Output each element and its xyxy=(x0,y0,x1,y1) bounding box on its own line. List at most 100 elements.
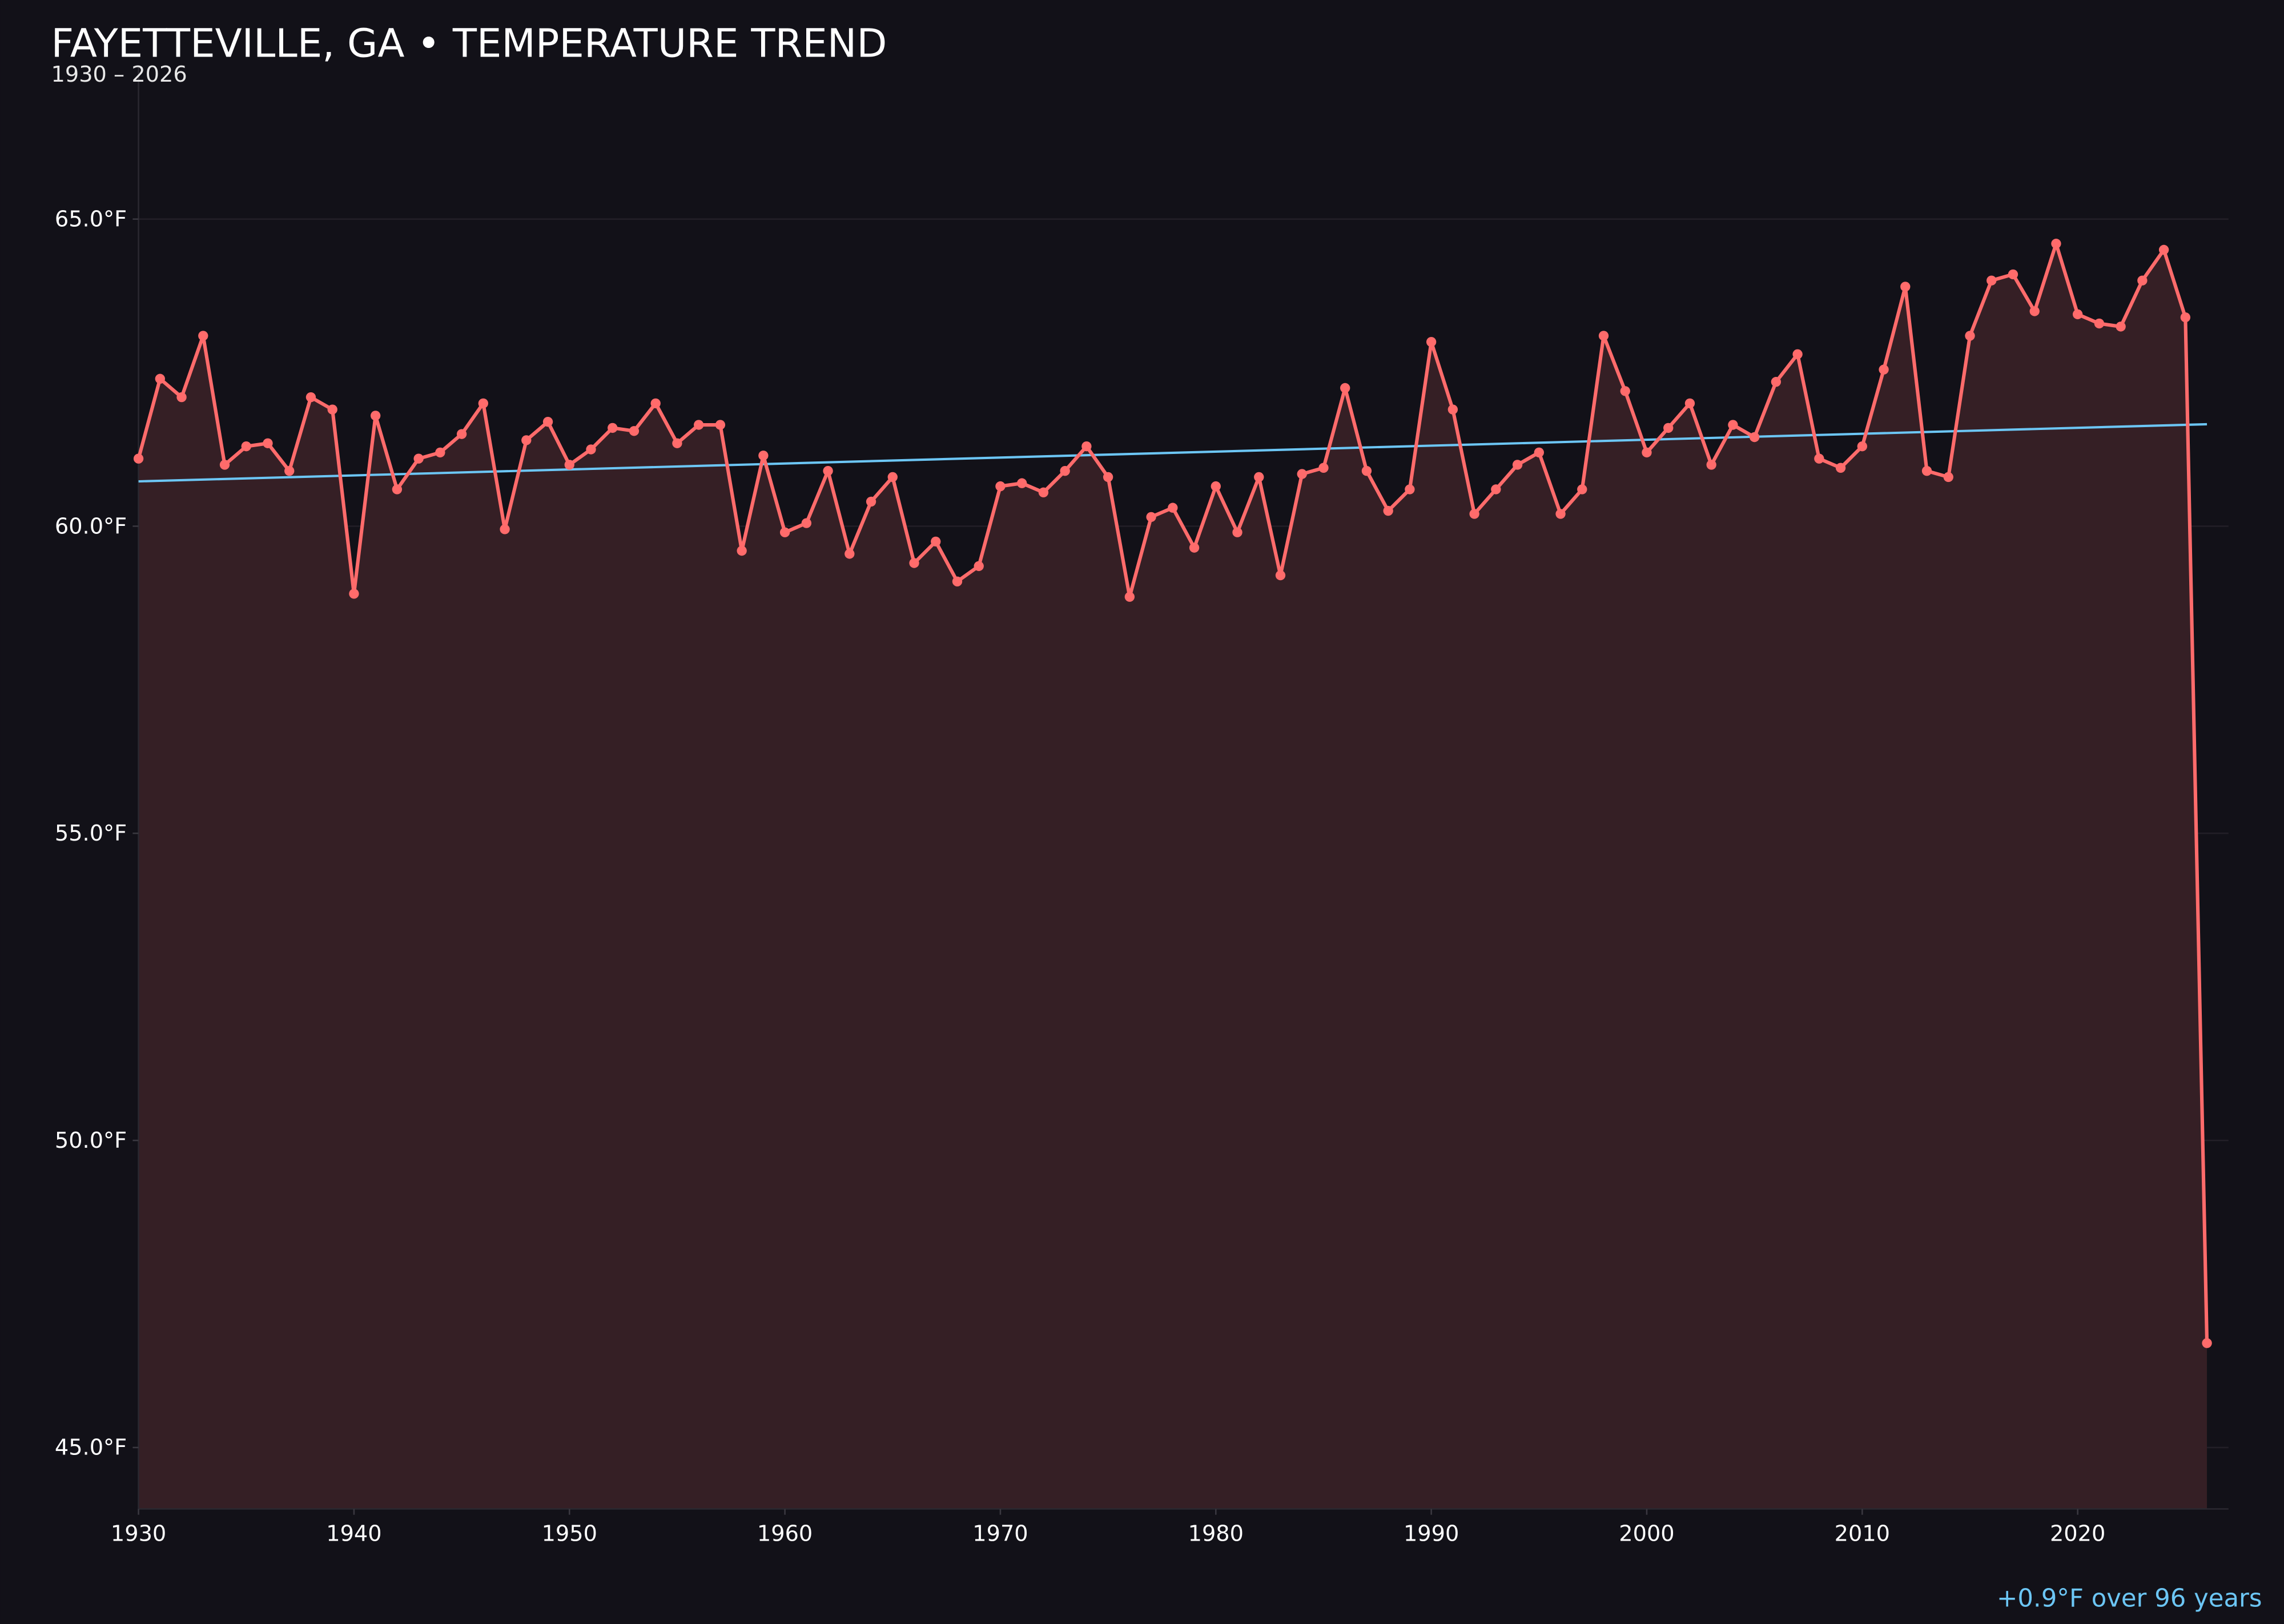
data-point xyxy=(1792,349,1803,359)
x-tick-label: 1940 xyxy=(326,1521,381,1547)
chart-subtitle: 1930 – 2026 xyxy=(51,62,187,87)
data-point xyxy=(1124,592,1135,602)
data-point xyxy=(1232,527,1242,537)
y-tick-label: 50.0°F xyxy=(55,1128,127,1153)
data-point xyxy=(2029,306,2040,316)
data-point xyxy=(241,441,251,452)
data-point xyxy=(435,447,445,458)
data-point xyxy=(1426,337,1437,347)
x-tick-label: 1930 xyxy=(111,1521,166,1547)
data-point xyxy=(1038,487,1049,498)
data-points xyxy=(133,239,2212,1348)
data-point xyxy=(521,435,532,445)
data-point xyxy=(1447,404,1458,415)
trend-annotation: +0.9°F over 96 years xyxy=(1997,1584,2262,1613)
data-point xyxy=(650,398,661,409)
x-tick-label: 2020 xyxy=(2050,1521,2105,1547)
data-point xyxy=(694,420,704,430)
data-point xyxy=(737,545,747,556)
data-point xyxy=(327,404,337,415)
data-point xyxy=(349,589,359,599)
data-point xyxy=(779,527,790,537)
x-axis-ticks: 1930 1940 1950 1960 1970 1980 1990 2000 2010 2020 xyxy=(111,1509,2105,1547)
y-tick-label: 60.0°F xyxy=(55,513,127,539)
data-point xyxy=(478,398,489,409)
data-point xyxy=(1577,484,1587,495)
data-point xyxy=(1146,512,1156,522)
data-point xyxy=(542,416,553,427)
data-point xyxy=(305,392,316,403)
data-point xyxy=(1361,466,1372,476)
data-point xyxy=(1168,503,1178,513)
chart-title: FAYETTEVILLE, GA • TEMPERATURE TREND xyxy=(51,21,887,66)
data-point xyxy=(1749,432,1760,443)
data-point xyxy=(823,466,833,476)
y-tick-label: 45.0°F xyxy=(55,1435,127,1461)
data-point xyxy=(1835,463,1846,473)
data-point xyxy=(500,524,510,534)
data-point xyxy=(392,484,403,495)
data-point xyxy=(1405,484,1415,495)
data-point xyxy=(2180,312,2191,323)
data-point xyxy=(1728,420,1738,430)
data-point xyxy=(845,549,855,559)
data-point xyxy=(1297,469,1307,479)
data-point xyxy=(1814,453,1824,464)
data-point xyxy=(2116,321,2126,332)
data-point xyxy=(1943,472,1953,483)
data-point xyxy=(2094,318,2105,329)
data-point xyxy=(758,451,769,461)
data-point xyxy=(2158,244,2169,255)
data-point xyxy=(284,466,295,476)
data-point xyxy=(715,420,726,430)
data-point xyxy=(1512,460,1523,470)
data-point xyxy=(1017,478,1027,488)
x-tick-label: 1950 xyxy=(542,1521,597,1547)
data-point xyxy=(1318,463,1329,473)
y-tick-label: 65.0°F xyxy=(55,206,127,232)
data-point xyxy=(133,453,144,464)
data-point xyxy=(1060,466,1070,476)
data-point xyxy=(1642,447,1652,458)
data-point xyxy=(1534,447,1544,458)
data-point xyxy=(1706,460,1716,470)
data-point xyxy=(1275,570,1286,581)
data-point xyxy=(2008,269,2018,280)
x-tick-label: 1970 xyxy=(972,1521,1028,1547)
data-point xyxy=(219,460,230,470)
data-point xyxy=(672,438,682,448)
data-point xyxy=(1491,484,1501,495)
data-point xyxy=(1879,364,1889,375)
data-point xyxy=(1987,275,1997,286)
data-point xyxy=(931,536,941,547)
data-point xyxy=(1211,481,1221,492)
data-point xyxy=(413,453,424,464)
data-point xyxy=(564,460,574,470)
x-tick-label: 2000 xyxy=(1619,1521,1674,1547)
data-point xyxy=(176,392,187,403)
data-point xyxy=(1620,386,1630,396)
data-point xyxy=(1598,331,1609,341)
data-point xyxy=(586,444,596,455)
data-point xyxy=(909,558,919,568)
data-point xyxy=(263,438,273,448)
x-tick-label: 1960 xyxy=(757,1521,813,1547)
data-point xyxy=(2051,239,2061,249)
data-point xyxy=(1857,441,1867,452)
data-point xyxy=(995,481,1006,492)
data-point xyxy=(866,496,876,507)
data-point xyxy=(198,331,208,341)
data-point xyxy=(1103,472,1113,483)
data-point xyxy=(887,472,898,483)
x-tick-label: 2010 xyxy=(1835,1521,1890,1547)
data-point xyxy=(801,518,812,528)
data-point xyxy=(952,576,963,586)
data-point xyxy=(1921,466,1932,476)
data-point xyxy=(608,423,618,433)
data-point xyxy=(1965,331,1975,341)
data-point xyxy=(1663,423,1674,433)
data-point xyxy=(1684,398,1695,409)
y-tick-label: 55.0°F xyxy=(55,821,127,846)
data-point xyxy=(1771,377,1782,387)
area-fill xyxy=(138,243,2207,1509)
